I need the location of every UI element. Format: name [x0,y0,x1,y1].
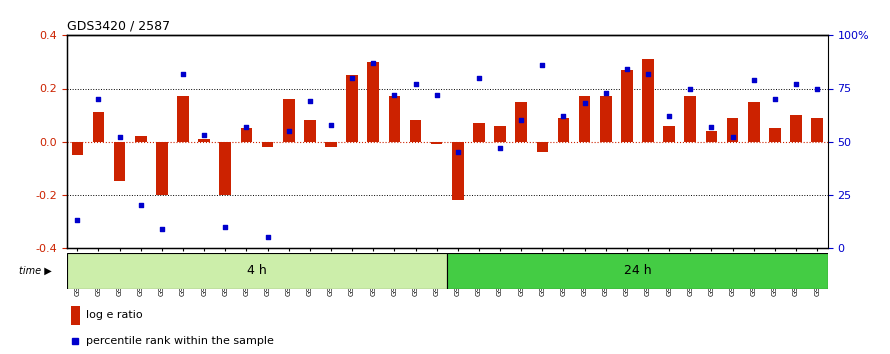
Point [92,96,106,102]
Bar [198,139,210,142]
Point [556,113,570,119]
Bar [240,129,252,142]
Point [303,98,317,104]
Bar [409,120,421,142]
Text: time ▶: time ▶ [20,266,52,276]
Bar [473,123,485,142]
Point [387,92,401,98]
Point [345,75,360,81]
Bar [262,142,273,147]
Bar [70,306,80,325]
Point [704,124,718,130]
Point [430,92,444,98]
Text: percentile rank within the sample: percentile rank within the sample [85,336,273,346]
Bar [684,97,696,142]
Point [768,96,782,102]
Bar [452,142,464,200]
Bar [114,142,125,181]
Point [684,86,698,91]
Point [472,75,486,81]
Point [176,71,190,76]
Bar [325,142,336,147]
Text: 24 h: 24 h [624,264,651,277]
Point [155,226,169,232]
Bar [558,118,570,142]
Bar [790,115,802,142]
Bar [177,97,189,142]
Point [261,234,275,240]
Point [218,224,232,229]
Point [70,217,85,223]
Bar [389,97,400,142]
Bar [447,253,828,289]
Point [662,113,676,119]
Bar [537,142,548,152]
Point [324,122,338,127]
Point [197,132,211,138]
Bar [156,142,167,195]
Point [619,67,634,72]
Point [514,118,529,123]
Bar [220,142,231,195]
Point [641,71,655,76]
Text: GDS3420 / 2587: GDS3420 / 2587 [67,20,170,33]
Point [281,128,295,134]
Bar [368,62,379,142]
Point [493,145,507,151]
Bar [600,97,611,142]
Point [366,60,380,66]
Point [134,202,148,208]
Text: log e ratio: log e ratio [85,310,142,320]
Bar [578,97,590,142]
Text: 4 h: 4 h [247,264,267,277]
Bar [494,126,506,142]
Point [599,90,613,96]
Point [578,101,592,106]
Bar [93,113,104,142]
Bar [135,136,147,142]
Bar [643,59,654,142]
Bar [727,118,739,142]
Point [810,86,824,91]
Bar [748,102,759,142]
Bar [812,118,823,142]
Point [725,135,740,140]
Bar [621,70,633,142]
Point [239,124,254,130]
Bar [706,131,717,142]
Bar [304,120,316,142]
Point [747,77,761,83]
Point [450,149,465,155]
Bar [431,142,442,144]
Point [409,81,423,87]
Bar [67,253,447,289]
Bar [663,126,675,142]
Bar [283,99,295,142]
Bar [515,102,527,142]
Bar [769,129,781,142]
Point [112,135,126,140]
Point [535,62,549,68]
Bar [71,142,83,155]
Bar [346,75,358,142]
Point [789,81,803,87]
